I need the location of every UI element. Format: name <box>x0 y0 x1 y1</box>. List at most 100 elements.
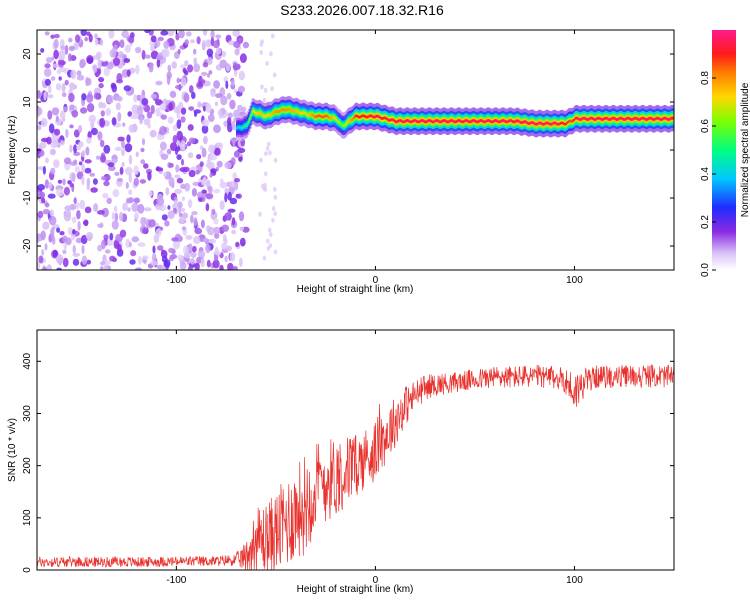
ridge-cell <box>270 113 272 117</box>
y-tick-label: 20 <box>22 48 33 60</box>
noise-blob <box>168 176 175 187</box>
ridge-cell <box>457 119 459 123</box>
ridge-cell <box>520 121 522 124</box>
ridge-cell <box>339 121 342 125</box>
ridge-cell <box>467 120 470 123</box>
noise-blob <box>116 178 124 182</box>
noise-blob <box>213 124 221 133</box>
ridge-cell <box>239 126 241 130</box>
noise-blob <box>97 131 103 141</box>
noise-blob <box>172 124 178 132</box>
noise-blob <box>190 214 194 224</box>
ridge-cell <box>546 121 548 125</box>
noise-blob <box>41 137 49 143</box>
noise-blob <box>111 212 116 221</box>
ridge-cell <box>291 109 293 113</box>
ridge-cell <box>322 115 324 119</box>
ridge-cell <box>240 126 243 130</box>
noise-blob <box>37 210 44 219</box>
ridge-cell <box>345 121 348 125</box>
noise-blob <box>190 39 195 44</box>
ridge-cell <box>289 108 292 112</box>
ridge-cell <box>605 116 607 120</box>
ridge-cell <box>271 112 274 116</box>
noise-blob <box>148 219 156 228</box>
noise-blob <box>176 130 183 141</box>
noise-blob <box>209 173 213 178</box>
ridge-cell <box>366 115 368 119</box>
ridge-cell <box>397 119 399 123</box>
noise-blob <box>98 101 104 109</box>
noise-blob <box>191 91 196 99</box>
ridge-cell <box>552 121 554 125</box>
noise-blob <box>259 50 264 56</box>
noise-blob <box>103 120 110 127</box>
noise-blob <box>175 84 183 90</box>
ridge-cell <box>491 120 493 124</box>
noise-blob <box>181 196 185 202</box>
ridge-cell <box>669 117 671 121</box>
ridge-cell <box>454 120 456 124</box>
noise-blob <box>228 40 235 46</box>
noise-blob <box>180 140 186 151</box>
ridge-cell <box>351 117 354 121</box>
ridge-cell <box>425 120 428 124</box>
noise-blob <box>57 179 63 184</box>
ridge-cell <box>287 107 289 111</box>
noise-blob <box>233 88 238 94</box>
noise-blob <box>65 128 69 139</box>
noise-blob <box>196 36 201 45</box>
noise-blob <box>144 54 151 59</box>
noise-blob <box>156 197 165 206</box>
noise-blob <box>80 107 88 114</box>
noise-blob <box>161 49 168 59</box>
noise-blob <box>37 106 43 116</box>
noise-blob <box>219 59 227 69</box>
ridge-cell <box>509 119 511 122</box>
ridge-cell <box>480 119 483 123</box>
noise-blob <box>219 142 223 151</box>
noise-blob <box>86 137 92 144</box>
ridge-cell <box>246 122 249 126</box>
noise-blob <box>215 47 222 55</box>
ridge-cell <box>328 115 330 119</box>
ridge-cell <box>496 119 498 123</box>
ridge-cell <box>655 117 657 121</box>
ridge-cell <box>587 118 589 121</box>
noise-blob <box>59 231 65 236</box>
noise-blob <box>79 60 85 69</box>
ridge-cell <box>476 120 478 124</box>
snr-y-ticks: 0 100 200 300 400 <box>22 353 674 573</box>
ridge-cell <box>492 119 495 123</box>
noise-blob <box>227 112 233 119</box>
noise-blob <box>74 165 80 173</box>
ridge-cell <box>314 115 317 119</box>
noise-blob <box>174 188 183 195</box>
colorbar-ticks: 0.0 0.2 0.4 0.6 0.8 <box>700 71 716 277</box>
noise-blob <box>178 217 185 224</box>
noise-blob <box>106 61 114 70</box>
noise-blob <box>207 226 215 236</box>
colorbar-tick-label: 0.0 <box>700 263 711 277</box>
noise-blob <box>62 235 68 243</box>
noise-blob <box>205 102 212 113</box>
noise-blob <box>166 75 171 85</box>
noise-blob <box>71 216 77 223</box>
noise-blob <box>236 193 242 199</box>
ridge-cell <box>459 119 461 123</box>
noise-blob <box>37 124 42 131</box>
ridge-cell <box>388 118 391 122</box>
ridge-cell <box>443 119 446 122</box>
noise-blob <box>233 40 241 49</box>
spectrogram-y-ticks: -20 -10 0 10 20 <box>22 48 674 253</box>
ridge-cell <box>424 120 427 124</box>
noise-blob <box>111 220 119 230</box>
noise-blob <box>113 57 120 67</box>
noise-blob <box>63 186 70 196</box>
noise-blob <box>193 111 198 117</box>
noise-blob <box>94 38 99 46</box>
noise-blob <box>201 124 209 134</box>
ridge-cell <box>409 120 411 124</box>
noise-blob <box>266 141 271 147</box>
spectrogram-marks <box>37 30 674 270</box>
